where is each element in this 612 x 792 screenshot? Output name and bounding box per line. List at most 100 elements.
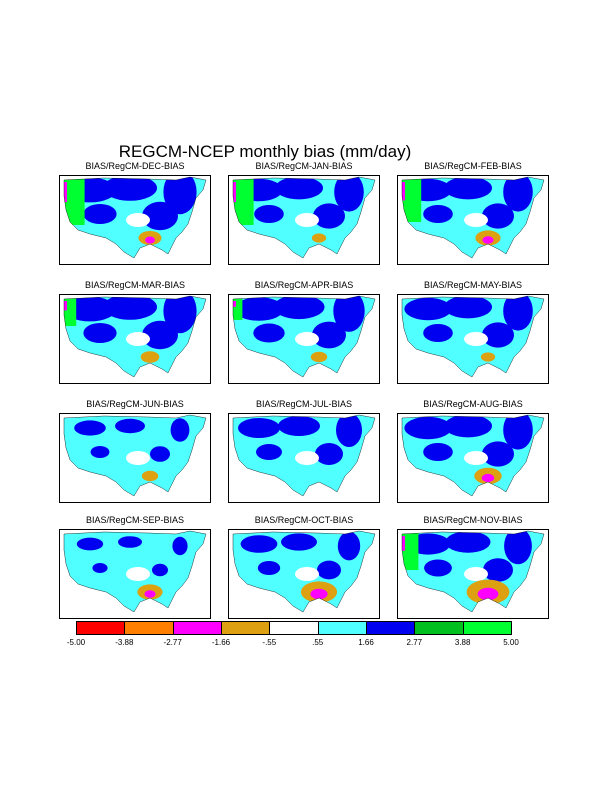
panel-title: BIAS/RegCM-FEB-BIAS [424,161,522,171]
bias-map [63,176,207,259]
bias-map [232,176,376,259]
bias-region-wet [253,323,285,343]
bias-map [401,176,545,259]
bias-region-wet [281,533,317,551]
map-panel: BIAS/RegCM-JUL-BIAS [228,399,380,519]
bias-region-wet [76,537,104,551]
bias-region-wet [334,177,364,212]
bias-region-wet [482,203,514,229]
map-panel: BIAS/RegCM-MAY-BIAS [397,280,549,400]
map-frame [397,529,549,619]
bias-region-wet [503,296,533,331]
map-frame [397,294,549,384]
page-title: REGCM-NCEP monthly bias (mm/day) [118,142,412,161]
bias-region-dry-edge [64,182,67,203]
bias-region-wet [312,321,346,349]
map-frame [397,175,549,265]
bias-region-dry [141,470,159,482]
us-outline [63,176,207,259]
colorbar-segment [76,621,126,635]
bias-region-wet [273,296,325,320]
bias-region-very-dry [481,473,495,483]
bias-region-wet [483,558,513,582]
colorbar-segment [462,621,512,635]
bias-region-wet [83,323,117,343]
bias-region-neutral [295,451,319,465]
bias-region-wet [257,561,281,575]
bias-region-very-wet [233,297,243,320]
bias-region-wet [142,320,178,350]
us-outline [401,414,545,497]
colorbar-segment [221,621,271,635]
bias-region-wet [444,177,492,200]
map-frame [228,294,380,384]
us-outline [401,176,545,259]
bias-region-wet [238,418,280,438]
bias-region-wet [254,205,284,223]
bias-region-wet [503,177,533,212]
us-outline [232,414,376,497]
bias-region-neutral [464,567,488,581]
map-frame [228,175,380,265]
map-panel: BIAS/RegCM-DEC-BIAS [59,161,211,281]
bias-region-dry [140,351,160,363]
us-outline [63,530,207,613]
bias-region-wet [74,420,106,436]
map-frame [59,175,211,265]
us-outline [232,176,376,259]
bias-region-dry-edge [402,182,405,201]
map-frame [59,413,211,503]
bias-region-dry-edge [233,182,236,203]
bias-region-wet [150,446,170,462]
us-outline [232,295,376,378]
colorbar-tick-label: 3.88 [454,638,471,647]
us-outline [401,295,545,378]
map-panel: BIAS/RegCM-MAR-BIAS [59,280,211,400]
colorbar-segment [414,621,464,635]
bias-map [401,295,545,378]
colorbar-segment [366,621,416,635]
bias-region-very-wet [64,178,85,225]
bias-region-wet [404,297,452,321]
bias-region-wet [482,322,514,348]
bias-region-wet [503,415,533,450]
colorbar-segment [317,621,367,635]
bias-region-wet [423,205,453,223]
colorbar-tick-label: -.55 [262,638,277,647]
map-panel: BIAS/RegCM-NOV-BIAS [397,515,549,635]
map-panel: BIAS/RegCM-OCT-BIAS [228,515,380,635]
bias-region-very-wet [233,178,254,225]
colorbar-tick-label: 1.66 [358,638,374,647]
map-panel: BIAS/RegCM-FEB-BIAS [397,161,549,281]
colorbar: -5.00 -3.88 -2.77 -1.66 -.55 .55 1.66 2.77 3.88 5… [67,621,519,651]
panel-title: BIAS/RegCM-JUL-BIAS [255,399,353,409]
bias-region-neutral [295,332,319,346]
bias-region-neutral [295,213,319,227]
bias-region-wet [504,531,532,565]
bias-region-neutral [295,567,319,581]
map-panel: BIAS/RegCM-APR-BIAS [228,280,380,400]
bias-region-very-dry [310,588,328,600]
panel-title: BIAS/RegCM-NOV-BIAS [423,515,523,525]
bias-region-wet [423,324,453,342]
bias-region-wet [404,416,452,440]
bias-map [232,295,376,378]
bias-region-wet [313,203,345,229]
panel-title: BIAS/RegCM-MAY-BIAS [423,280,523,290]
map-panel: BIAS/RegCM-JAN-BIAS [228,161,380,281]
colorbar-segment [124,621,174,635]
bias-region-neutral [126,451,150,465]
map-frame [397,413,549,503]
panel-title: BIAS/RegCM-JUN-BIAS [86,399,184,409]
map-frame [59,529,211,619]
us-outline [63,414,207,497]
bias-region-wet [92,563,108,573]
bias-region-dry-edge [233,301,236,307]
bias-map [63,530,207,613]
bias-region-very-wet [402,532,419,570]
bias-region-neutral [126,332,150,346]
bias-region-wet [275,177,323,200]
panel-title: BIAS/RegCM-OCT-BIAS [254,515,354,525]
map-frame [228,529,380,619]
us-outline [232,530,376,613]
